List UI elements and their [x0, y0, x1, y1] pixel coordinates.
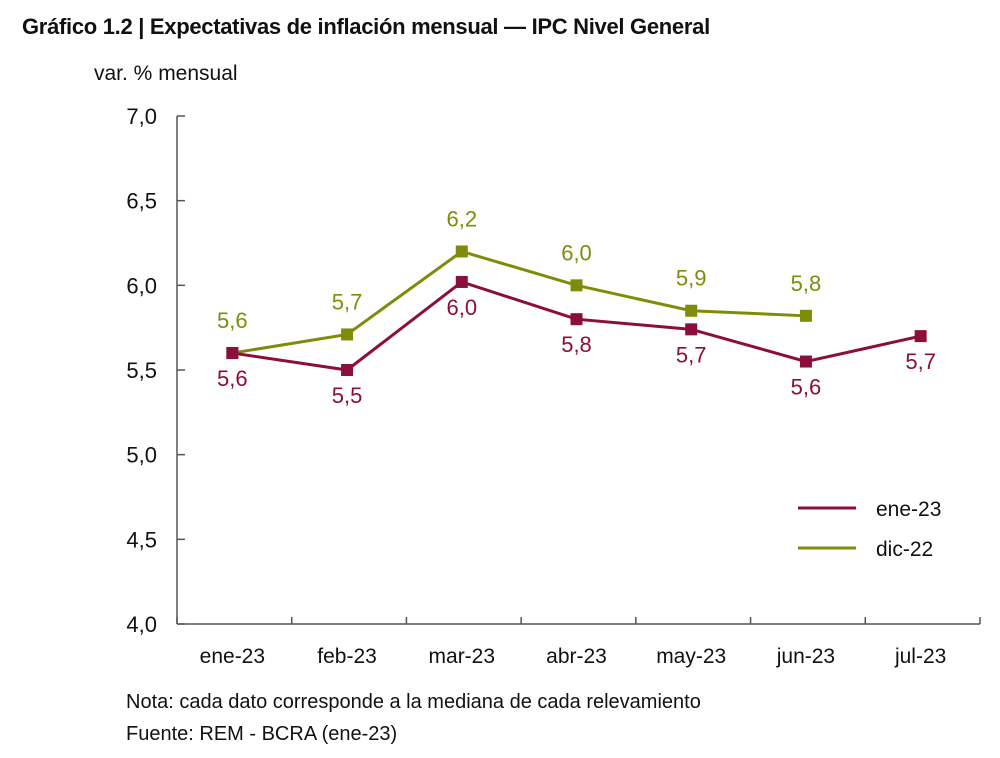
data-label-ene-23: 5,7	[905, 349, 936, 374]
data-point-dic-22	[341, 328, 354, 341]
data-point-ene-23	[455, 275, 468, 288]
data-label-dic-22: 6,0	[561, 240, 592, 265]
data-point-ene-23	[341, 364, 354, 376]
x-tick-label: mar-23	[429, 645, 496, 668]
data-label-ene-23: 5,6	[791, 375, 822, 400]
legend-label-ene-23: ene-23	[876, 498, 941, 521]
data-point-dic-22	[799, 309, 812, 322]
data-point-ene-23	[226, 347, 239, 360]
y-tick-label: 6,0	[126, 273, 157, 298]
y-tick-label: 6,5	[126, 189, 157, 214]
data-label-dic-22: 5,7	[332, 289, 363, 314]
series-line-dic-22	[232, 249, 806, 355]
legend-label-dic-22: dic-22	[876, 538, 933, 561]
source-text: Fuente: REM - BCRA (ene-23)	[126, 723, 398, 745]
data-point-ene-23	[914, 330, 927, 343]
data-label-dic-22: 5,6	[217, 308, 248, 333]
x-tick-label: jun-23	[776, 645, 835, 668]
data-point-ene-23	[570, 313, 583, 326]
data-label-dic-22: 5,8	[791, 271, 822, 296]
note-text: Nota: cada dato corresponde a la mediana…	[126, 691, 701, 713]
data-label-dic-22: 5,9	[676, 266, 707, 291]
y-tick-label: 5,5	[126, 358, 157, 383]
data-point-dic-22	[570, 279, 583, 292]
y-tick-label: 7,0	[126, 104, 157, 129]
chart-title: Gráfico 1.2 | Expectativas de inflación …	[22, 14, 710, 39]
y-tick-label: 4,5	[126, 527, 157, 552]
data-label-ene-23: 5,7	[676, 342, 707, 367]
x-tick-label: jul-23	[894, 645, 946, 668]
y-tick-label: 5,0	[126, 443, 157, 468]
data-label-ene-23: 5,6	[217, 366, 248, 391]
x-tick-label: ene-23	[200, 645, 265, 668]
data-label-dic-22: 6,2	[446, 206, 477, 231]
data-point-ene-23	[799, 355, 812, 368]
data-label-ene-23: 6,0	[446, 295, 477, 320]
x-tick-label: feb-23	[317, 645, 377, 668]
x-tick-label: abr-23	[546, 645, 607, 668]
data-point-dic-22	[455, 245, 468, 258]
x-tick-label: may-23	[656, 645, 726, 668]
y-axis-label: var. % mensual	[94, 62, 238, 85]
data-point-dic-22	[685, 304, 698, 317]
data-label-ene-23: 5,5	[332, 383, 363, 408]
y-tick-label: 4,0	[126, 612, 157, 637]
notes: Nota: cada dato corresponde a la mediana…	[126, 686, 701, 750]
data-label-ene-23: 5,8	[561, 332, 592, 357]
data-point-ene-23	[685, 323, 698, 336]
